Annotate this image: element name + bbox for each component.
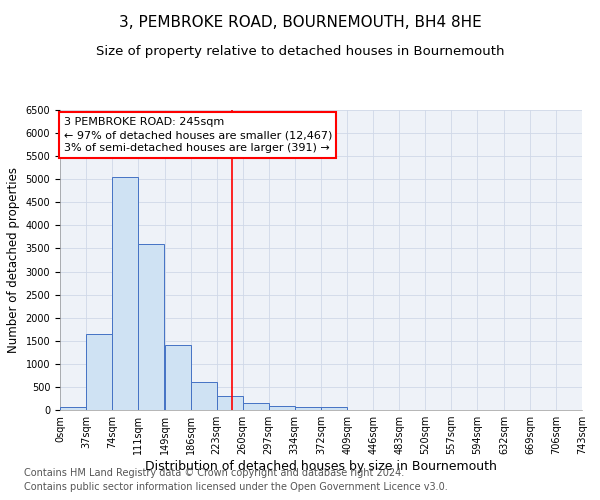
Text: Contains public sector information licensed under the Open Government Licence v3: Contains public sector information licen…	[24, 482, 448, 492]
Bar	[86, 334, 112, 410]
Text: 3, PEMBROKE ROAD, BOURNEMOUTH, BH4 8HE: 3, PEMBROKE ROAD, BOURNEMOUTH, BH4 8HE	[119, 15, 481, 30]
Bar	[191, 382, 217, 410]
Bar	[60, 407, 86, 410]
Text: Contains HM Land Registry data © Crown copyright and database right 2024.: Contains HM Land Registry data © Crown c…	[24, 468, 404, 477]
Text: 3 PEMBROKE ROAD: 245sqm
← 97% of detached houses are smaller (12,467)
3% of semi: 3 PEMBROKE ROAD: 245sqm ← 97% of detache…	[64, 117, 332, 154]
Bar	[242, 403, 269, 410]
Bar	[164, 346, 191, 410]
Text: Size of property relative to detached houses in Bournemouth: Size of property relative to detached ho…	[96, 45, 504, 58]
Bar	[269, 406, 295, 410]
Bar	[295, 407, 320, 410]
Bar	[138, 244, 164, 410]
Bar	[217, 396, 242, 410]
Y-axis label: Number of detached properties: Number of detached properties	[7, 167, 20, 353]
Bar	[112, 177, 138, 410]
X-axis label: Distribution of detached houses by size in Bournemouth: Distribution of detached houses by size …	[145, 460, 497, 473]
Bar	[322, 407, 347, 410]
